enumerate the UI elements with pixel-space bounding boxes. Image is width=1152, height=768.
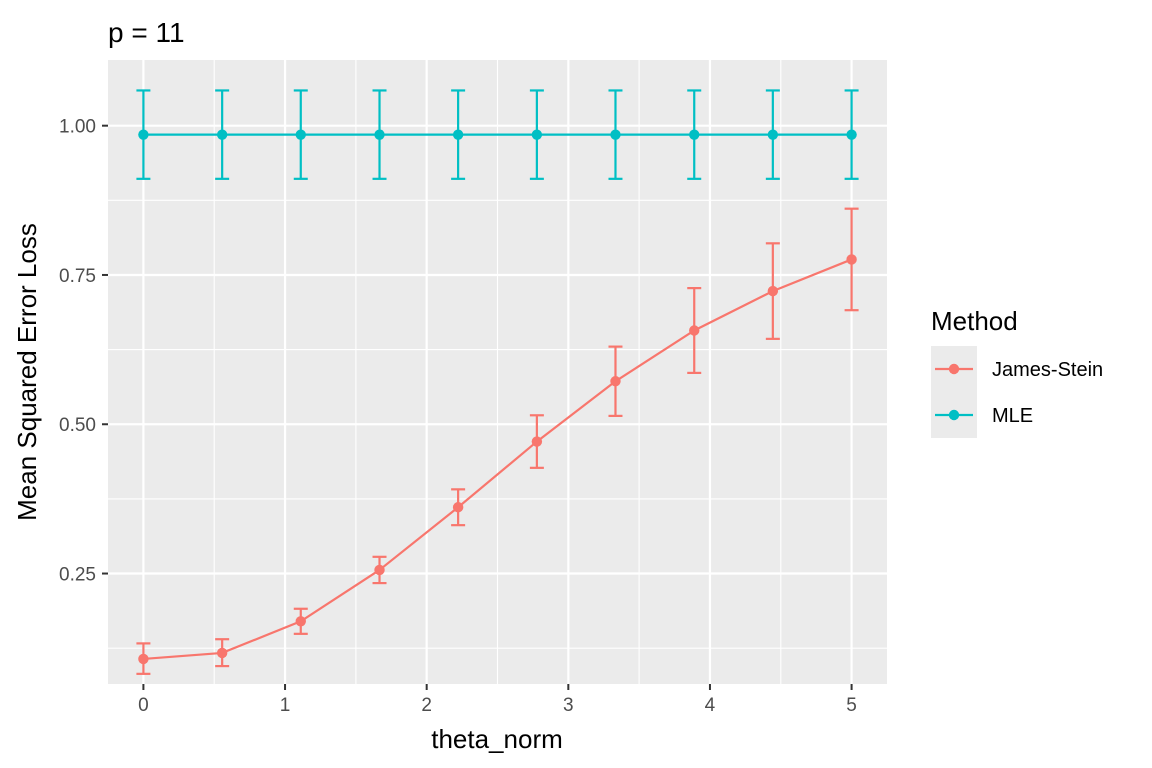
x-axis-title: theta_norm [431, 724, 563, 754]
data-point [531, 436, 543, 447]
data-point [138, 653, 149, 665]
data-point [138, 129, 149, 140]
data-point [846, 129, 857, 140]
x-tick-label: 4 [705, 695, 716, 716]
x-tick-label: 3 [563, 695, 574, 716]
legend-label: MLE [992, 405, 1033, 427]
data-point [216, 129, 228, 140]
series-layer [136, 89, 859, 675]
data-point [689, 325, 700, 336]
data-point [374, 129, 385, 140]
y-tick-label: 0.50 [59, 415, 96, 436]
data-point [846, 254, 857, 265]
y-tick-label: 1.00 [59, 117, 96, 138]
y-axis: 0.25 0.50 0.75 1.00 [59, 117, 108, 586]
data-point [295, 616, 306, 627]
data-point [767, 129, 779, 140]
data-point [610, 129, 621, 140]
data-point [531, 129, 543, 140]
y-axis-title: Mean Squared Error Loss [12, 223, 42, 521]
series-mle [136, 89, 859, 180]
x-tick-label: 1 [280, 695, 291, 716]
x-tick-label: 5 [846, 695, 857, 716]
chart-title: p = 11 [108, 17, 185, 48]
data-point [452, 129, 464, 140]
y-tick-label: 0.25 [59, 565, 96, 586]
data-point [767, 285, 779, 297]
x-tick-label: 0 [138, 695, 149, 716]
series-line [143, 258, 853, 661]
legend-item: MLE [931, 392, 1033, 438]
x-axis: 0 1 2 3 4 5 [138, 684, 857, 716]
legend-items: James-Stein MLE [931, 346, 1103, 438]
grid-minor [108, 60, 887, 684]
data-point [216, 647, 228, 659]
data-point [452, 502, 464, 513]
legend-title: Method [931, 306, 1018, 336]
y-tick-label: 0.75 [59, 266, 96, 287]
legend: Method James-Stein MLE [931, 306, 1103, 438]
x-tick-label: 2 [421, 695, 432, 716]
data-point [295, 129, 306, 140]
legend-key-point [948, 363, 960, 375]
grid-major [108, 60, 887, 684]
legend-key-point [948, 409, 960, 421]
data-point [374, 564, 385, 576]
legend-label: James-Stein [992, 359, 1103, 381]
legend-item: James-Stein [931, 346, 1103, 392]
data-point [689, 129, 700, 140]
series-james-stein [136, 207, 859, 675]
data-point [610, 376, 621, 387]
